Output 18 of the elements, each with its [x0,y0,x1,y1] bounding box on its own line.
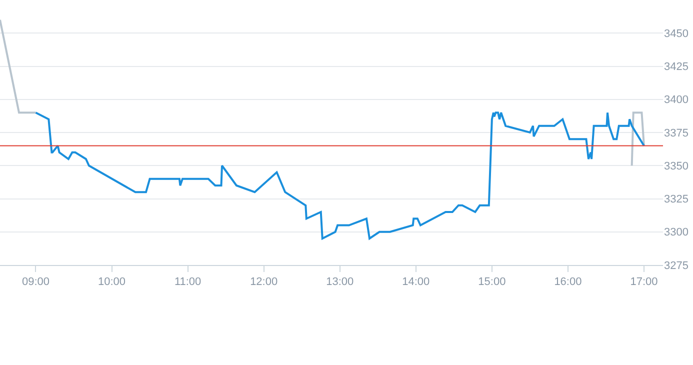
x-tick-label: 17:00 [630,276,658,288]
y-tick-label: 3450 [664,28,688,40]
x-tick-label: 16:00 [554,276,582,288]
y-tick-label: 3425 [664,61,688,74]
y-tick-label: 3300 [664,226,688,239]
y-tick-label: 3375 [664,127,688,140]
x-tick-label: 14:00 [402,276,430,288]
x-tick-label: 15:00 [478,276,506,288]
line-series [34,112,645,240]
y-tick-label: 3325 [664,194,688,206]
x-tick-label: 11:00 [174,276,202,288]
x-tick-label: 13:00 [326,276,354,288]
y-tick-label: 3275 [664,260,688,272]
y-tick-label: 3350 [664,160,688,172]
y-tick-label: 3400 [664,94,688,106]
x-tick-label: 10:00 [98,276,126,288]
x-tick-label: 09:00 [22,276,50,288]
x-tick-label: 12:00 [250,276,278,288]
